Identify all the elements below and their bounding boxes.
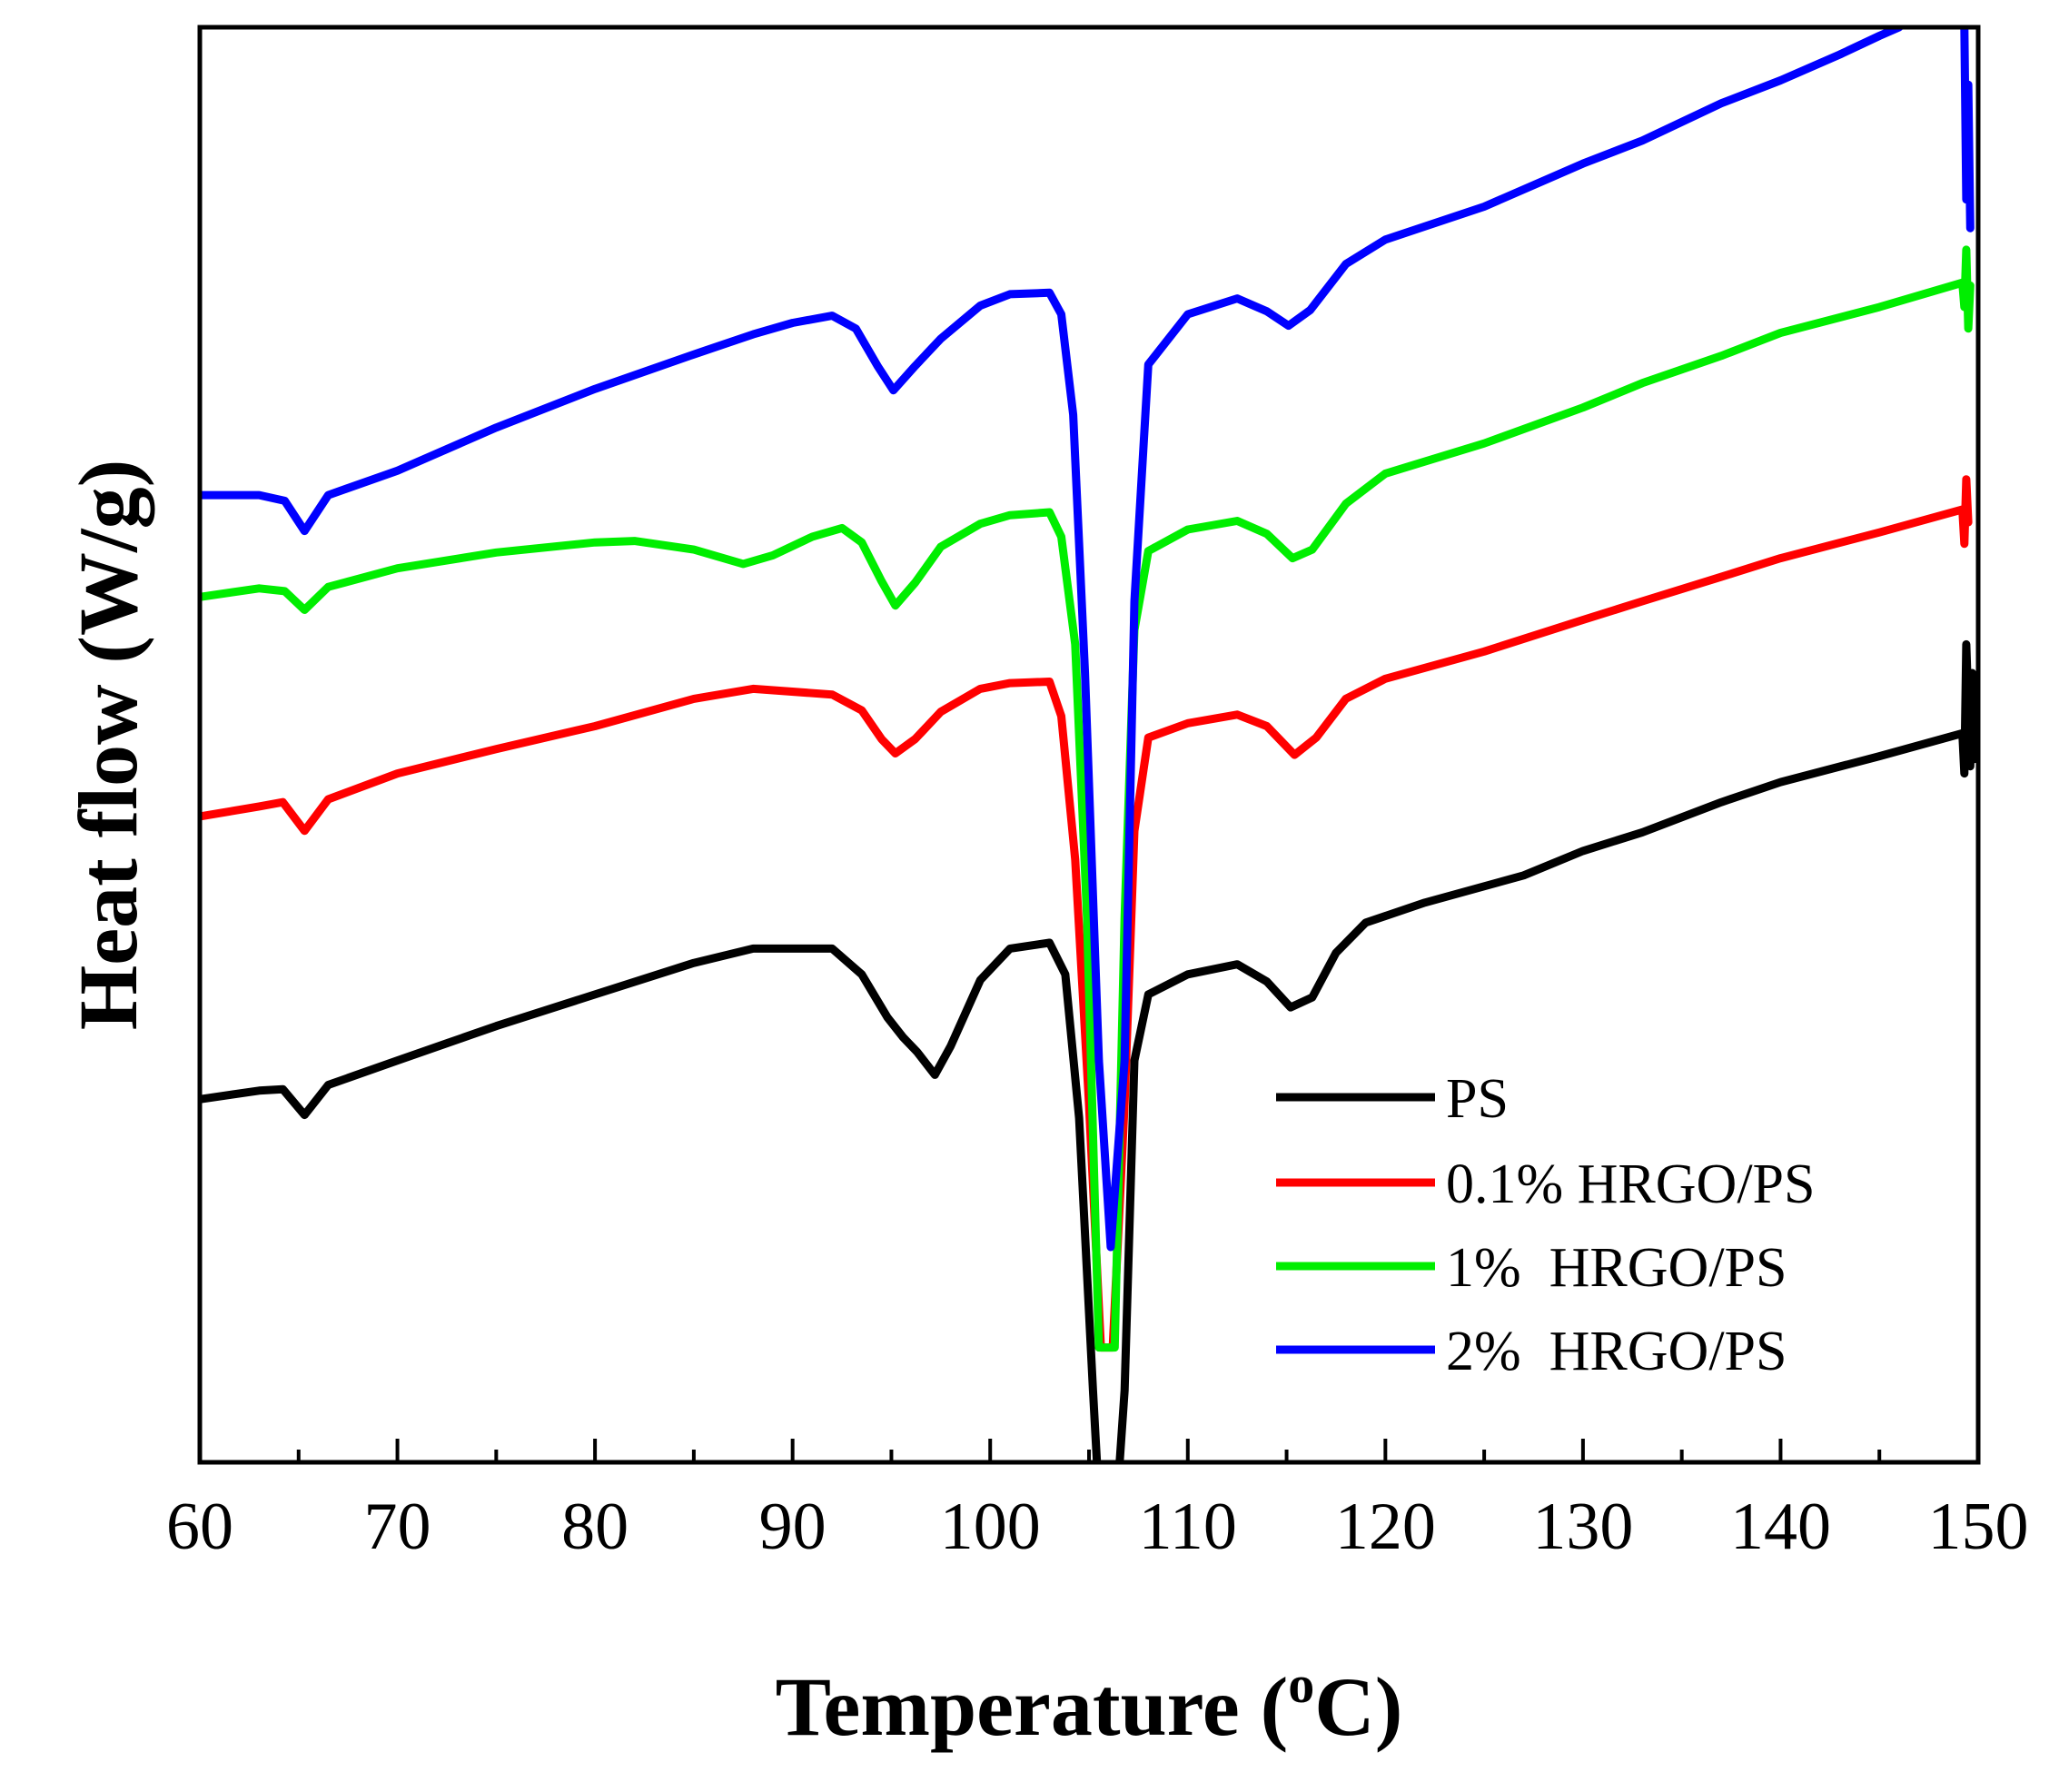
x-tick-label: 70 <box>364 1490 431 1564</box>
x-tick-label: 100 <box>940 1490 1041 1564</box>
x-tick-label: 110 <box>1139 1490 1237 1564</box>
x-tick-label: 80 <box>561 1490 629 1564</box>
x-tick-label: 130 <box>1532 1490 1633 1564</box>
x-tick-label: 120 <box>1335 1490 1436 1564</box>
x-tick-label: 150 <box>1928 1490 2029 1564</box>
x-ticks <box>198 1439 1980 1462</box>
x-axis-title-sup: o <box>1288 1655 1314 1714</box>
x-axis-title-unit: C) <box>1314 1660 1402 1753</box>
series-line-1-hrgo-ps <box>200 245 1975 1352</box>
x-tick-label: 60 <box>166 1490 233 1564</box>
legend-label-2-hrgo-ps: 2% HRGO/PS <box>1446 1321 1787 1382</box>
x-axis-title: Temperature (oC) <box>776 1655 1403 1753</box>
x-tick-labels: 60 70 80 90 100 110 120 130 140 150 <box>166 1490 2029 1564</box>
series-line-2-hrgo-ps <box>200 27 1904 1252</box>
series-line-2-hrgo-ps-spike <box>1960 27 1975 233</box>
legend: PS 0.1% HRGO/PS 1% HRGO/PS 2% HRGO/PS <box>1276 1068 1816 1382</box>
x-tick-label: 140 <box>1730 1490 1831 1564</box>
y-axis-title: Heat flow (W/g) <box>62 460 154 1031</box>
series-line-ps <box>200 639 1978 1462</box>
legend-label-ps: PS <box>1446 1068 1509 1130</box>
legend-label-0.1-hrgo-ps: 0.1% HRGO/PS <box>1446 1153 1816 1215</box>
x-tick-label: 90 <box>759 1490 827 1564</box>
x-axis-title-main: Temperature ( <box>776 1660 1289 1753</box>
series-layer <box>200 27 1978 1462</box>
legend-label-1-hrgo-ps: 1% HRGO/PS <box>1446 1237 1787 1299</box>
